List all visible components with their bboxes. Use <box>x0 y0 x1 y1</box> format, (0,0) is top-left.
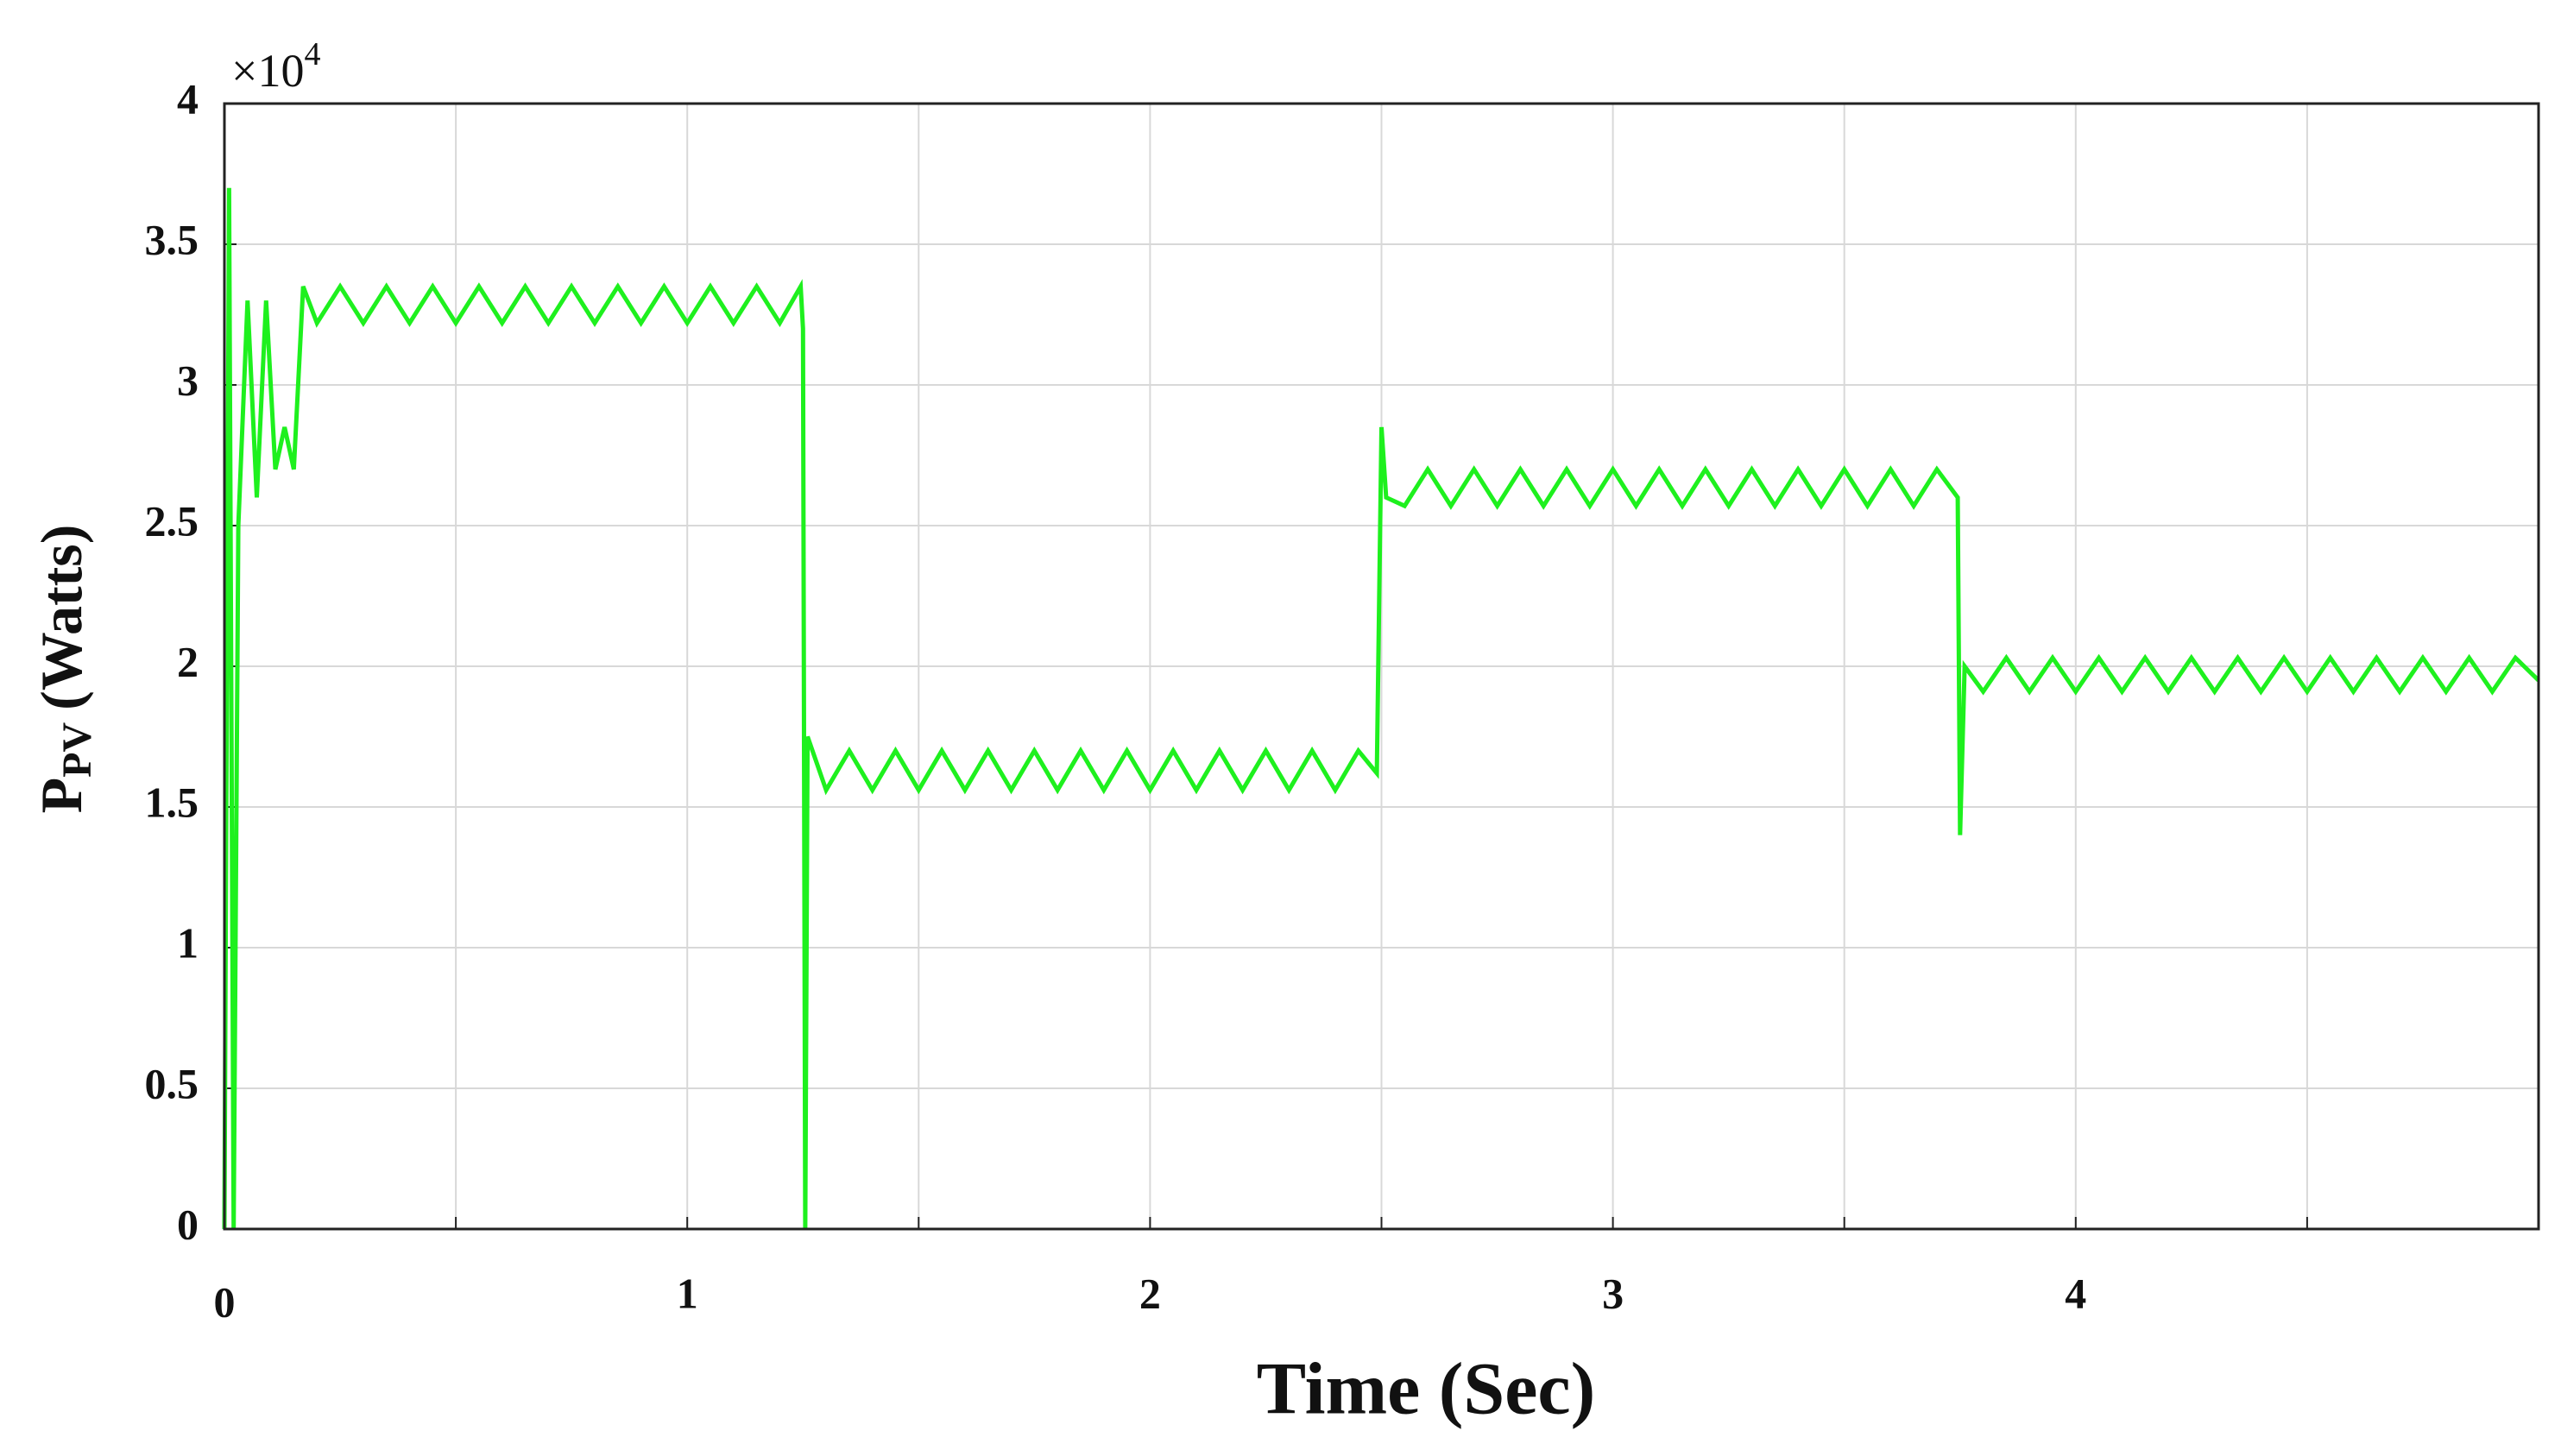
data-line <box>222 187 2540 1230</box>
y-tick-label: 3 <box>177 356 199 404</box>
y-multiplier: ×104 <box>231 36 320 98</box>
x-tick-label: 4 <box>2065 1269 2086 1317</box>
x-tick-label: 0 <box>214 1277 236 1326</box>
y-multiplier-exp: 4 <box>304 36 320 72</box>
y-tick-label: 2.5 <box>145 496 199 545</box>
x-tick-label: 1 <box>677 1269 698 1317</box>
y-tick-label: 4 <box>177 74 199 123</box>
x-tick-label: 2 <box>1139 1269 1161 1317</box>
y-multiplier-base: ×10 <box>231 45 304 97</box>
y-label-unit: (Watts) <box>28 525 94 710</box>
y-tick-label: 0.5 <box>145 1059 199 1107</box>
plot-frame <box>223 102 2540 1231</box>
x-tick-label: 3 <box>1602 1269 1624 1317</box>
y-tick-label: 0 <box>177 1200 199 1248</box>
x-axis-label: Time (Sec) <box>1257 1347 1595 1430</box>
y-tick-label: 3.5 <box>145 215 199 263</box>
y-label-main: P <box>28 778 94 814</box>
y-label-sub: PV <box>54 722 100 778</box>
y-tick-label: 2 <box>177 637 199 685</box>
y-axis-label: PPV (Watts) <box>28 525 100 814</box>
y-tick-label: 1.5 <box>145 778 199 826</box>
y-tick-label: 1 <box>177 918 199 967</box>
